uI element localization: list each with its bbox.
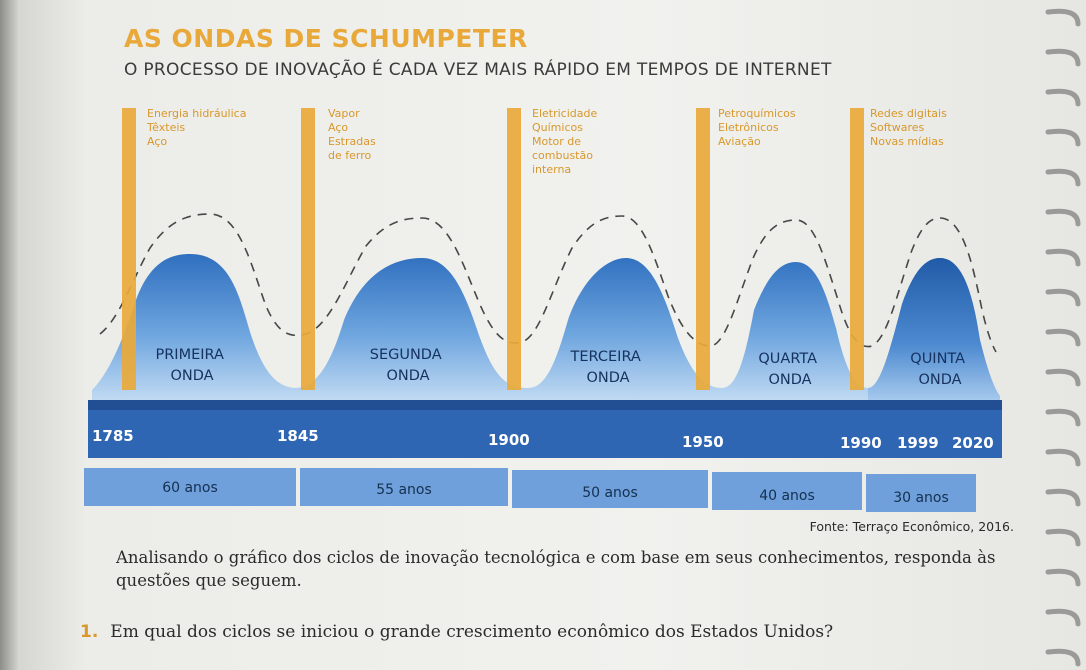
- year-label-2020: 2020: [952, 434, 994, 452]
- duration-label-2: 55 anos: [376, 482, 432, 498]
- innovation-label-4: Petroquímicos Eletrônicos Aviação: [718, 107, 799, 148]
- year-label-1785: 1785: [92, 427, 134, 445]
- book-spine-shadow: [0, 0, 18, 670]
- innovation-bar-1845: [301, 108, 315, 390]
- duration-box-5: [866, 474, 976, 512]
- duration-label-4: 40 anos: [759, 488, 815, 504]
- wave-label-2: SEGUNDA ONDA: [370, 347, 447, 384]
- year-label-1990: 1990: [840, 434, 882, 452]
- duration-box-4: [712, 472, 862, 510]
- diagram-subtitle: O PROCESSO DE INOVAÇÃO É CADA VEZ MAIS R…: [124, 60, 832, 80]
- year-label-1999: 1999: [897, 434, 939, 452]
- schumpeter-waves-diagram: Energia hidráulica Têxteis Aço Vapor Aço…: [84, 107, 1002, 512]
- question-text: Em qual dos ciclos se iniciou o grande c…: [110, 622, 834, 642]
- notebook-spiral: [1045, 8, 1081, 667]
- exercise-prompt: Analisando o gráfico dos ciclos de inova…: [116, 548, 996, 590]
- timeline-band: [88, 410, 1002, 458]
- question-1: 1. Em qual dos ciclos se iniciou o grande…: [80, 622, 833, 642]
- duration-label-5: 30 anos: [893, 490, 949, 506]
- innovation-bar-1900: [507, 108, 521, 390]
- wave-label-1: PRIMEIRA ONDA: [155, 347, 228, 384]
- duration-label-1: 60 anos: [162, 480, 218, 496]
- wave-label-5: QUINTA ONDA: [910, 351, 969, 388]
- wave-label-3: TERCEIRA ONDA: [570, 349, 646, 386]
- year-label-1845: 1845: [277, 427, 319, 445]
- duration-box-3: [512, 470, 708, 508]
- innovation-label-1: Energia hidráulica Têxteis Aço: [146, 107, 250, 148]
- timeline-band-top: [88, 400, 1002, 410]
- duration-box-1: [84, 468, 296, 506]
- spiral-rings: [1045, 8, 1081, 667]
- duration-box-2: [300, 468, 508, 506]
- year-label-1950: 1950: [682, 433, 724, 451]
- question-number: 1.: [80, 622, 99, 642]
- innovation-bar-1990: [850, 108, 864, 390]
- source-note: Fonte: Terraço Econômico, 2016.: [809, 519, 1014, 534]
- duration-label-3: 50 anos: [582, 485, 638, 501]
- wave-label-4: QUARTA ONDA: [758, 351, 821, 388]
- innovation-label-3: Eletricidade Químicos Motor de combustão…: [532, 107, 601, 176]
- diagram-title: AS ONDAS DE SCHUMPETER: [124, 24, 528, 53]
- fifth-wave-highlight: [868, 258, 1000, 402]
- innovation-bar-1950: [696, 108, 710, 390]
- innovation-label-5: Redes digitais Softwares Novas mídias: [870, 107, 950, 148]
- dashed-cycle-curve: [99, 213, 997, 353]
- innovation-label-2: Vapor Aço Estradas de ferro: [328, 107, 379, 162]
- innovation-bar-1785: [122, 108, 136, 390]
- year-label-1900: 1900: [488, 431, 530, 449]
- waves-area: [92, 254, 1000, 402]
